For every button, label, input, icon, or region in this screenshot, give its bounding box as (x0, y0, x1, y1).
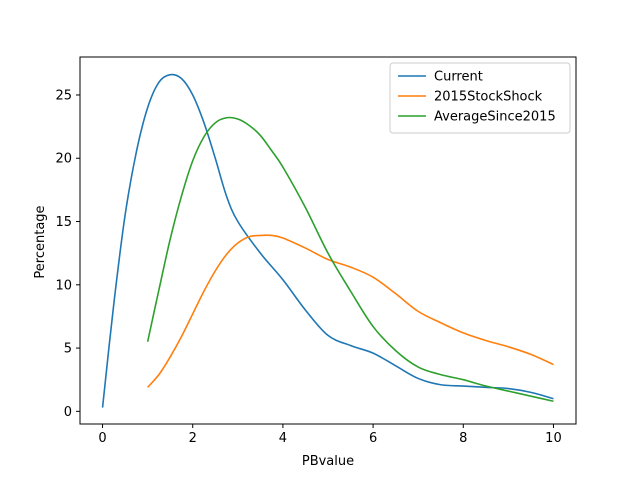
x-tick-label: 6 (369, 431, 377, 446)
series-line-0 (101, 73, 554, 408)
x-tick-label: 2 (189, 431, 197, 446)
y-tick-label: 5 (64, 342, 72, 357)
x-tick-label: 0 (98, 431, 106, 446)
legend-label: 2015StockShock (434, 90, 543, 105)
x-tick-label: 4 (279, 431, 287, 446)
plot-frame (79, 56, 577, 425)
y-tick-label: 15 (55, 215, 72, 230)
legend-box (389, 62, 571, 134)
y-axis-label: Percentage (33, 205, 48, 278)
y-tick-label: 0 (64, 405, 72, 420)
series-line-2 (146, 116, 554, 403)
plot-lines (101, 73, 554, 408)
x-axis-label: PBvalue (302, 454, 354, 469)
y-tick-label: 25 (55, 88, 72, 103)
legend: Current 2015StockShock AverageSince2015 (389, 62, 571, 134)
x-tick-label: 10 (545, 431, 562, 446)
series-line-1 (147, 234, 554, 388)
y-tick-label: 10 (55, 278, 72, 293)
y-axis: 0 5 10 15 20 25 (55, 88, 80, 420)
x-axis: 0 2 4 6 8 10 (98, 424, 562, 446)
y-tick-label: 20 (55, 152, 72, 167)
legend-label: Current (434, 70, 483, 85)
x-tick-label: 8 (459, 431, 467, 446)
legend-label: AverageSince2015 (434, 110, 556, 125)
